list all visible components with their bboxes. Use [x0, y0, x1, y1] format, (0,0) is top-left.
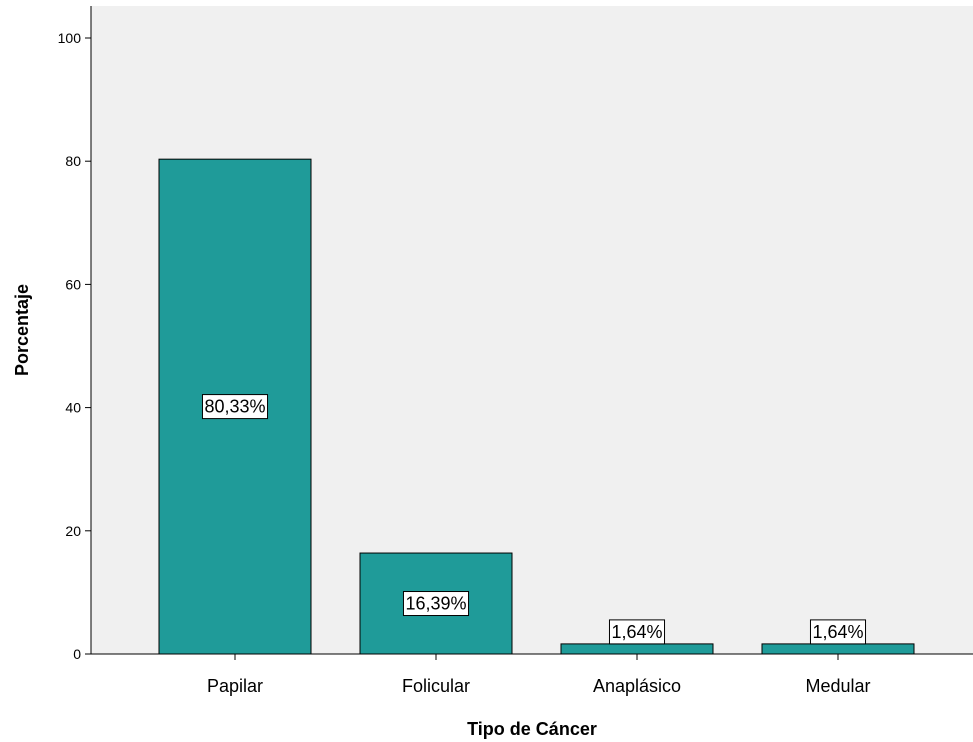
bar-anaplásico [560, 643, 714, 655]
x-axis: Papilar Folicular Anaplásico Medular [91, 653, 973, 696]
data-label-box [809, 619, 867, 645]
data-label: 80,33% [201, 394, 269, 420]
y-axis-title: Porcentaje [12, 284, 32, 376]
data-label-text: 1,64% [812, 622, 863, 642]
data-label-box [201, 394, 269, 420]
y-axis: 0 20 40 60 80 100 [58, 6, 92, 662]
y-tick-label: 40 [65, 400, 81, 416]
y-tick-label: 20 [65, 523, 81, 539]
data-label-text: 1,64% [611, 622, 662, 642]
data-label-box [608, 619, 666, 645]
y-tick-label: 80 [65, 153, 81, 169]
x-axis-title: Tipo de Cáncer [467, 719, 597, 739]
data-label: 1,64% [809, 619, 867, 645]
x-tick-label: Folicular [402, 676, 470, 696]
x-tick-label: Medular [805, 676, 870, 696]
bar-medular [761, 643, 915, 655]
data-label-box [402, 591, 470, 617]
data-label: 1,64% [608, 619, 666, 645]
x-tick-label: Anaplásico [593, 676, 681, 696]
data-label-text: 80,33% [204, 397, 265, 417]
x-tick-label: Papilar [207, 676, 263, 696]
data-label-text: 16,39% [405, 594, 466, 614]
data-label: 16,39% [402, 591, 470, 617]
data-labels: 80,33% 16,39% 1,64% 1,64% [201, 394, 867, 645]
y-tick-label: 100 [58, 30, 82, 46]
y-tick-label: 0 [73, 646, 81, 662]
y-tick-label: 60 [65, 276, 81, 292]
